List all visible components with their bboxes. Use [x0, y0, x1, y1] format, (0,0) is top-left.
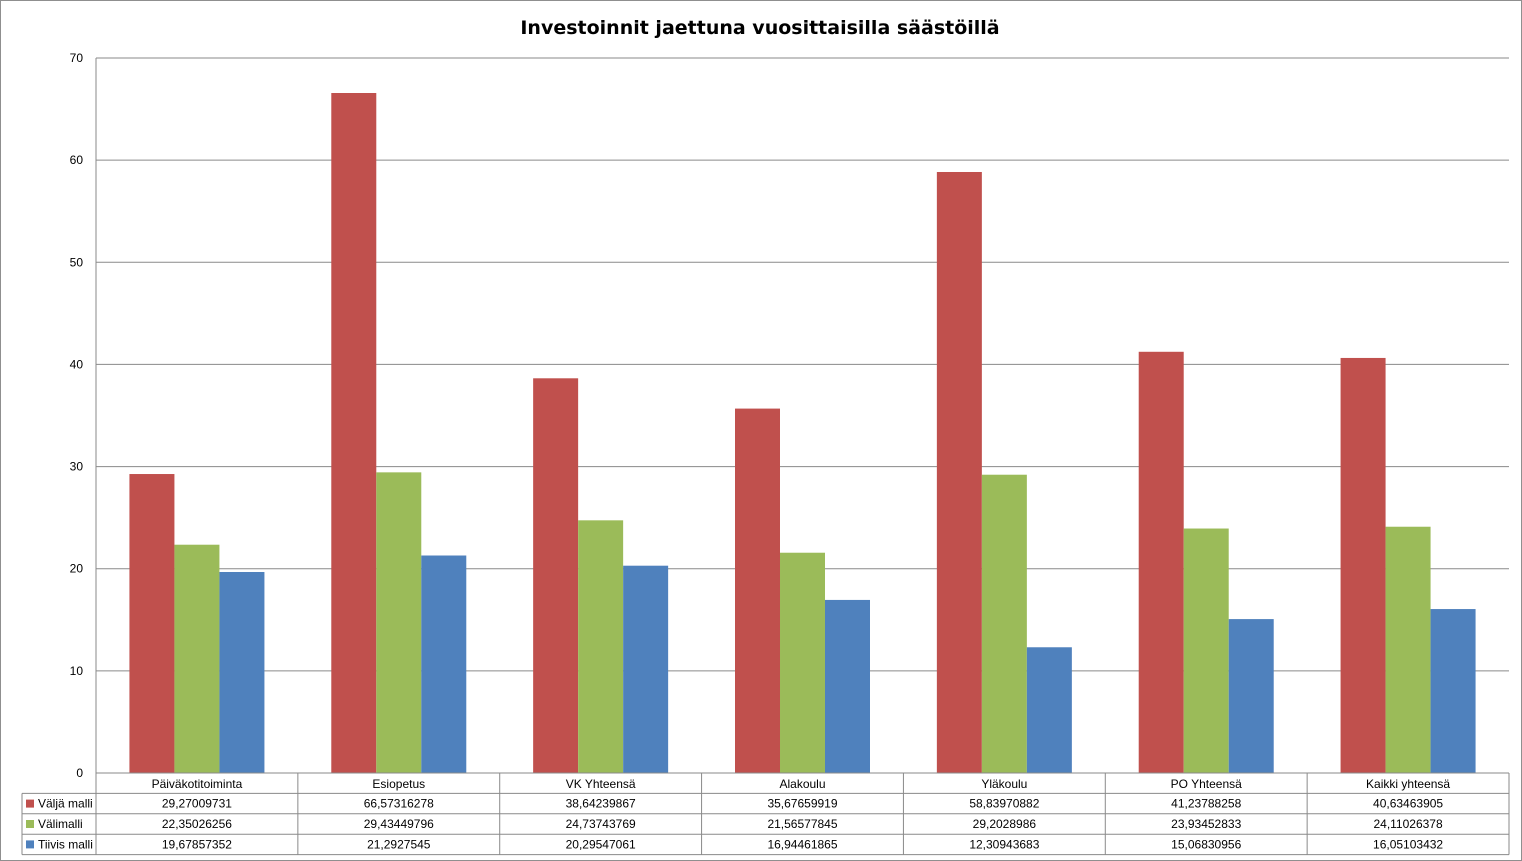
data-label: 29,27009731	[162, 797, 232, 811]
bar	[825, 599, 870, 773]
bar	[219, 571, 265, 773]
bar	[376, 472, 422, 773]
data-label: 58,83970882	[969, 797, 1039, 811]
bar	[1340, 357, 1386, 773]
x-tick-label: Esiopetus	[372, 777, 425, 791]
data-label: 35,67659919	[767, 797, 837, 811]
bar	[936, 171, 982, 774]
y-tick-label: 40	[70, 357, 84, 371]
data-label: 20,29547061	[566, 837, 636, 851]
y-tick-label: 0	[76, 766, 83, 780]
bar	[623, 565, 669, 773]
x-tick-label: VK Yhteensä	[566, 777, 636, 791]
data-label: 24,73743769	[566, 817, 636, 831]
bar	[1026, 647, 1072, 773]
y-tick-label: 10	[70, 664, 84, 678]
bar	[1228, 619, 1274, 773]
y-tick-label: 50	[70, 255, 84, 269]
legend-swatch	[26, 840, 34, 849]
data-label: 29,43449796	[364, 817, 434, 831]
y-tick-label: 30	[70, 460, 84, 474]
x-tick-label: Kaikki yhteensä	[1366, 777, 1450, 791]
bar	[1183, 528, 1229, 773]
legend-entry: Väljä malli	[38, 797, 93, 811]
x-tick-label: Alakoulu	[779, 777, 825, 791]
legend-swatch	[26, 820, 34, 828]
bar	[1385, 526, 1431, 773]
bar	[129, 474, 175, 773]
data-label: 29,2028986	[973, 817, 1037, 831]
data-label: 41,23788258	[1171, 797, 1241, 811]
y-tick-label: 70	[70, 51, 84, 65]
data-label: 23,93452833	[1171, 817, 1241, 831]
x-tick-label: PO Yhteensä	[1171, 777, 1242, 791]
bar	[578, 520, 624, 773]
bar	[331, 93, 377, 774]
x-tick-label: Päiväkotitoiminta	[152, 777, 243, 791]
data-label: 21,2927545	[367, 837, 431, 851]
data-label: 19,67857352	[162, 837, 232, 851]
data-label: 16,05103432	[1373, 837, 1443, 851]
chart-title: Investoinnit jaettuna vuosittaisilla sää…	[520, 17, 999, 39]
data-label: 15,06830956	[1171, 837, 1241, 851]
bar	[421, 555, 467, 773]
legend-entry: Välimalli	[38, 817, 83, 831]
y-tick-label: 60	[70, 153, 84, 167]
y-tick-label: 20	[70, 562, 84, 576]
bar	[780, 552, 825, 773]
data-label: 38,64239867	[566, 797, 636, 811]
bar	[735, 408, 780, 773]
data-label: 21,56577845	[767, 817, 837, 831]
data-label: 66,57316278	[364, 797, 434, 811]
data-label: 22,35026256	[162, 817, 232, 831]
bar	[1430, 609, 1476, 773]
data-label: 24,11026378	[1373, 817, 1443, 831]
data-label: 12,30943683	[969, 837, 1039, 851]
bar	[533, 378, 579, 773]
bar	[174, 544, 220, 773]
bar	[1138, 351, 1184, 773]
legend-entry: Tiivis malli	[38, 837, 93, 851]
data-label: 40,63463905	[1373, 797, 1443, 811]
bar	[981, 474, 1027, 773]
x-tick-label: Yläkoulu	[981, 777, 1027, 791]
legend-swatch	[26, 799, 34, 808]
data-label: 16,94461865	[767, 837, 837, 851]
